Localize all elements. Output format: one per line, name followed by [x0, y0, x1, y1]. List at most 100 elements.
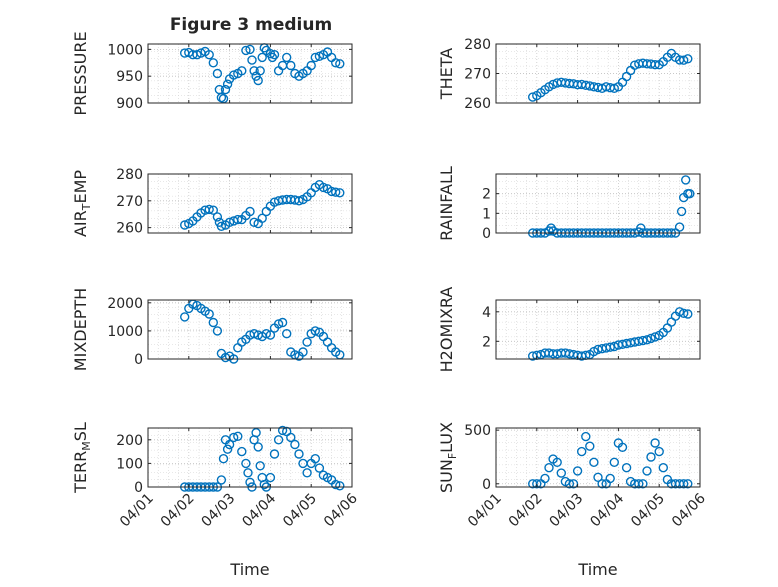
plot-7-xtick-label: 04/05: [280, 491, 320, 531]
plot-7-marker: [314, 463, 325, 473]
plot-3-marker: [249, 217, 259, 228]
plot-6-marker: [646, 333, 656, 344]
plot-8-marker: [617, 442, 628, 452]
plot-7-marker: [273, 435, 284, 445]
plot-1-marker: [222, 79, 233, 89]
plot-8-ylabel: SUNFLUX: [437, 422, 459, 493]
plot-2-ytick-label: 260: [464, 96, 491, 112]
plot-3-marker: [179, 220, 190, 230]
plot-6-marker: [605, 342, 615, 352]
plot-5-marker: [277, 317, 288, 328]
plot-3-marker: [335, 188, 345, 198]
plot-5-marker: [212, 326, 223, 336]
plot-2-marker: [528, 92, 538, 102]
plot-7-axes-box: [147, 427, 353, 488]
plot-7-marker: [265, 472, 276, 483]
plot-4-marker: [685, 188, 695, 199]
plot-2-ylabel: THETA: [437, 48, 456, 100]
plot-8-ytick-label: 500: [464, 423, 491, 439]
plot-5-marker: [298, 347, 308, 357]
plot-3-marker: [224, 217, 235, 228]
plot-7-marker: [277, 425, 288, 436]
plot-3-ytick-label: 280: [116, 167, 143, 183]
plot-8-marker: [568, 479, 579, 489]
plot-4-ytick-label: 0: [482, 226, 491, 242]
plot-8-marker: [556, 468, 566, 478]
plot-6-marker: [683, 309, 693, 319]
plot-4-axes-box: [495, 173, 701, 234]
plot-6-axes-box: [495, 299, 701, 360]
plot-8-ytick-label: 0: [482, 477, 491, 493]
plot-1-marker: [245, 44, 255, 55]
plot-7-marker: [253, 442, 263, 452]
plot-5-ytick-label: 0: [134, 352, 143, 368]
plot-8-marker: [642, 466, 652, 476]
plot-5-marker: [179, 312, 190, 322]
plot-1-marker: [310, 52, 320, 63]
plot-3-marker: [294, 196, 304, 206]
plot-7-marker: [243, 468, 253, 478]
plot-8-marker: [572, 466, 583, 476]
plot-8-xlabel: Time: [577, 560, 617, 579]
plot-8-marker: [597, 479, 607, 489]
plot-5-marker: [310, 326, 320, 336]
figure-title: Figure 3 medium: [170, 15, 332, 35]
plot-3-marker: [257, 213, 267, 224]
plot-8-xtick-label: 04/06: [669, 490, 709, 530]
plot-1-marker: [257, 52, 267, 63]
plot-7-marker: [237, 446, 247, 457]
plot-1-ytick-label: 900: [116, 96, 143, 112]
plot-1-marker: [241, 45, 251, 56]
plot-1-ylabel: PRESSURE: [71, 31, 90, 115]
plot-4-marker: [681, 175, 691, 185]
plot-8-marker: [609, 457, 619, 467]
plot-3-ylabel: AIRTEMP: [71, 170, 93, 237]
plot-7-marker: [224, 439, 235, 450]
plot-5-marker: [265, 330, 276, 340]
plot-1-ytick-label: 950: [116, 69, 143, 85]
plot-1-marker: [237, 66, 247, 76]
plot-3-marker: [208, 205, 219, 215]
plot-4-ylabel: RAINFALL: [437, 166, 456, 241]
plot-8-marker: [605, 473, 615, 484]
plot-4-marker: [676, 206, 687, 217]
plot-1-marker: [255, 66, 265, 76]
plot-7-marker: [290, 439, 300, 450]
plot-6-ytick-label: 4: [482, 305, 491, 321]
plot-8-marker: [654, 446, 664, 457]
plot-1-marker: [286, 60, 296, 71]
plot-7-xlabel: Time: [229, 560, 269, 579]
plot-8-axes-box: [495, 427, 701, 488]
plot-1-marker: [228, 70, 239, 80]
plot-5-marker: [204, 309, 214, 319]
plot-2-marker: [609, 83, 619, 94]
plot-8-marker: [650, 438, 660, 448]
plot-8-xtick-label: 04/03: [547, 491, 587, 531]
plot-2-marker: [683, 54, 693, 64]
plot-6-marker: [679, 308, 689, 318]
plot-8-marker: [564, 479, 575, 489]
plot-8-marker: [581, 431, 591, 442]
plot-1-marker: [282, 52, 292, 63]
plot-1-marker: [267, 52, 278, 63]
plot-7-marker: [228, 432, 239, 443]
plot-8-marker: [540, 473, 550, 484]
plot-5-marker: [282, 329, 292, 339]
plot-8-marker: [638, 479, 648, 489]
plot-5-marker: [208, 317, 219, 328]
plot-8-marker: [577, 446, 587, 457]
plot-8-marker: [683, 479, 693, 489]
plot-6-ytick-label: 2: [482, 334, 491, 350]
plot-4-ytick-label: 1: [482, 206, 491, 222]
plot-1-marker: [204, 50, 214, 60]
plot-7-marker: [251, 428, 261, 438]
plot-8-marker: [634, 479, 644, 489]
plot-8-xtick-label: 04/04: [587, 490, 627, 530]
plot-6-marker: [674, 307, 685, 317]
plot-8-xtick-label: 04/02: [506, 491, 546, 531]
plot-5-ylabel: MIXDEPTH: [71, 288, 90, 371]
plot-1-marker: [331, 58, 341, 68]
plot-1-marker: [269, 50, 280, 60]
